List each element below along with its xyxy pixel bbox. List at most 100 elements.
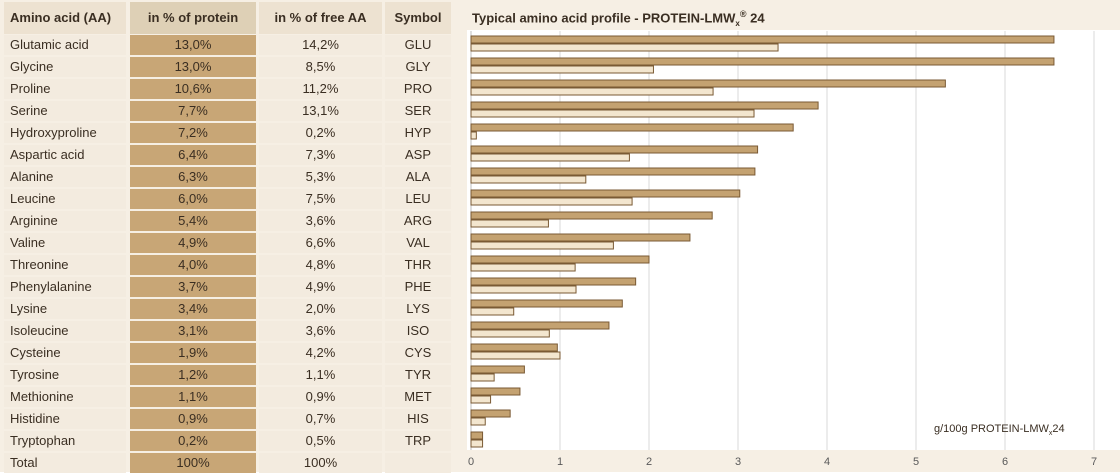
protein-percent: 10,6%	[130, 79, 256, 99]
bar-protein-asp	[470, 145, 759, 154]
amino-acid-symbol: PRO	[385, 79, 451, 99]
x-tick-label: 6	[1002, 456, 1008, 468]
free-aa-percent: 3,6%	[259, 211, 382, 231]
bar-chart: 0 1 2 3 4 5 6 7 g/100g PROTEIN-LMWx24	[468, 31, 1097, 468]
free-aa-percent: 2,0%	[259, 299, 382, 319]
free-aa-percent: 4,8%	[259, 255, 382, 275]
table-header-row: Amino acid (AA) in % of protein in % of …	[0, 2, 454, 34]
bar-protein-phe	[470, 277, 637, 286]
table-row: Proline 10,6% 11,2% PRO	[0, 79, 454, 101]
amino-acid-name: Arginine	[4, 211, 126, 231]
bar-free-lys	[470, 307, 515, 316]
x-tick-label: 0	[468, 456, 474, 468]
amino-acid-name: Methionine	[4, 387, 126, 407]
bar-free-thr	[470, 263, 576, 272]
table-row: Glycine 13,0% 8,5% GLY	[0, 57, 454, 79]
free-aa-percent: 8,5%	[259, 57, 382, 77]
amino-acid-symbol: HYP	[385, 123, 451, 143]
protein-percent: 7,7%	[130, 101, 256, 121]
protein-percent: 3,4%	[130, 299, 256, 319]
chart-title: Typical amino acid profile - PROTEIN-LMW…	[472, 9, 765, 28]
free-aa-percent: 0,2%	[259, 123, 382, 143]
bar-free-his	[470, 417, 486, 426]
unit-annotation: g/100g PROTEIN-LMWx24	[934, 423, 1065, 437]
bar-protein-ser	[470, 101, 819, 110]
protein-percent: 0,9%	[130, 409, 256, 429]
bar-protein-leu	[470, 189, 741, 198]
amino-acid-symbol: SER	[385, 101, 451, 121]
amino-acid-name: Threonine	[4, 255, 126, 275]
amino-acid-name: Leucine	[4, 189, 126, 209]
bar-free-asp	[470, 153, 630, 162]
bar-free-ala	[470, 175, 587, 184]
table-row: Leucine 6,0% 7,5% LEU	[0, 189, 454, 211]
free-aa-percent: 7,3%	[259, 145, 382, 165]
amino-acid-name: Hydroxyproline	[4, 123, 126, 143]
amino-acid-symbol	[385, 453, 451, 473]
bar-free-glu	[470, 43, 779, 52]
header-free-aa-percent: in % of free AA	[259, 2, 382, 34]
bar-protein-tyr	[470, 365, 525, 374]
header-amino-acid: Amino acid (AA)	[4, 2, 126, 34]
protein-percent: 1,1%	[130, 387, 256, 407]
bar-free-hyp	[470, 131, 477, 140]
table-row: Histidine 0,9% 0,7% HIS	[0, 409, 454, 431]
free-aa-percent: 100%	[259, 453, 382, 473]
bar-free-arg	[470, 219, 549, 228]
amino-acid-symbol: ALA	[385, 167, 451, 187]
table-row: Aspartic acid 6,4% 7,3% ASP	[0, 145, 454, 167]
amino-acid-name: Phenylalanine	[4, 277, 126, 297]
x-tick-label: 4	[824, 456, 830, 468]
table-row: Cysteine 1,9% 4,2% CYS	[0, 343, 454, 365]
bar-free-iso	[470, 329, 550, 338]
table-row: Arginine 5,4% 3,6% ARG	[0, 211, 454, 233]
bar-protein-pro	[470, 79, 946, 88]
bar-free-val	[470, 241, 614, 250]
free-aa-percent: 4,9%	[259, 277, 382, 297]
bar-protein-thr	[470, 255, 650, 264]
amino-acid-name: Histidine	[4, 409, 126, 429]
protein-percent: 1,9%	[130, 343, 256, 363]
header-protein-percent: in % of protein	[130, 2, 256, 34]
protein-percent: 13,0%	[130, 57, 256, 77]
amino-acid-name: Aspartic acid	[4, 145, 126, 165]
free-aa-percent: 11,2%	[259, 79, 382, 99]
header-symbol: Symbol	[385, 2, 451, 34]
x-tick-label: 5	[913, 456, 919, 468]
amino-acid-symbol: ASP	[385, 145, 451, 165]
amino-acid-table: Amino acid (AA) in % of protein in % of …	[0, 0, 454, 473]
protein-percent: 1,2%	[130, 365, 256, 385]
bar-free-pro	[470, 87, 714, 96]
amino-acid-symbol: LEU	[385, 189, 451, 209]
free-aa-percent: 3,6%	[259, 321, 382, 341]
amino-acid-name: Lysine	[4, 299, 126, 319]
protein-percent: 13,0%	[130, 35, 256, 55]
free-aa-percent: 5,3%	[259, 167, 382, 187]
protein-percent: 5,4%	[130, 211, 256, 231]
protein-percent: 4,0%	[130, 255, 256, 275]
amino-acid-name: Proline	[4, 79, 126, 99]
free-aa-percent: 0,7%	[259, 409, 382, 429]
chart-title-main: Typical amino acid profile - PROTEIN-LMW	[472, 10, 736, 26]
x-tick-label: 2	[646, 456, 652, 468]
amino-acid-symbol: HIS	[385, 409, 451, 429]
table-row: Hydroxyproline 7,2% 0,2% HYP	[0, 123, 454, 145]
bar-protein-ala	[470, 167, 756, 176]
amino-acid-symbol: GLU	[385, 35, 451, 55]
bar-protein-cys	[470, 343, 558, 352]
protein-percent: 4,9%	[130, 233, 256, 253]
free-aa-percent: 1,1%	[259, 365, 382, 385]
bar-free-phe	[470, 285, 577, 294]
bar-free-cys	[470, 351, 561, 360]
chart-title-subscript: x	[735, 18, 740, 28]
amino-acid-symbol: ISO	[385, 321, 451, 341]
table-row: Glutamic acid 13,0% 14,2% GLU	[0, 35, 454, 57]
amino-acid-name: Tryptophan	[4, 431, 126, 451]
amino-acid-name: Cysteine	[4, 343, 126, 363]
free-aa-percent: 7,5%	[259, 189, 382, 209]
bar-protein-hyp	[470, 123, 794, 132]
protein-percent: 7,2%	[130, 123, 256, 143]
amino-acid-name: Valine	[4, 233, 126, 253]
table-row: Lysine 3,4% 2,0% LYS	[0, 299, 454, 321]
amino-acid-name: Glutamic acid	[4, 35, 126, 55]
